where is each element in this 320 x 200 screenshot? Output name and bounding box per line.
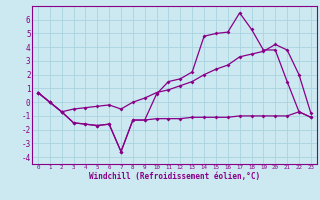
X-axis label: Windchill (Refroidissement éolien,°C): Windchill (Refroidissement éolien,°C) (89, 172, 260, 181)
